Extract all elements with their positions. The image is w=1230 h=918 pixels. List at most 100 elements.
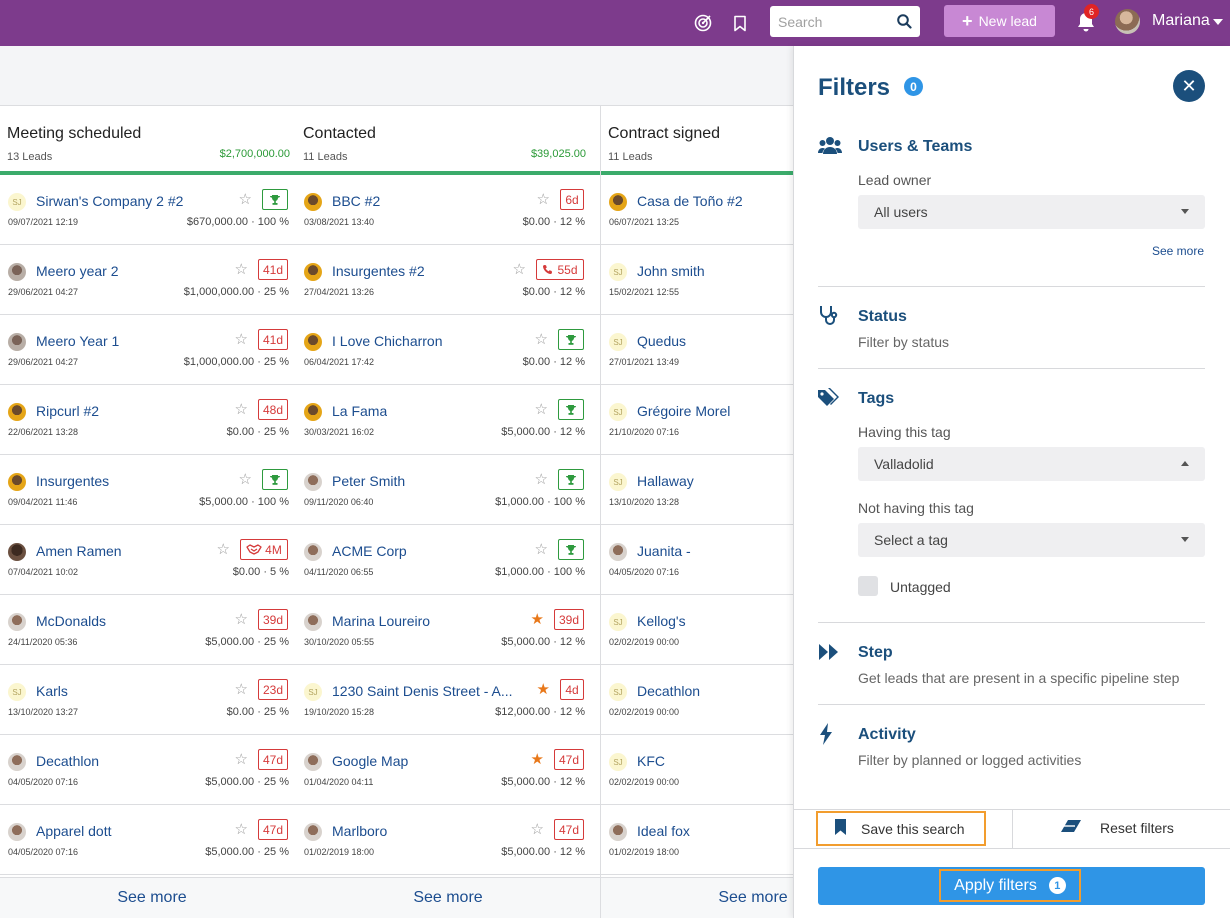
lead-name[interactable]: Marlboro xyxy=(332,823,388,839)
lead-status-tag[interactable] xyxy=(558,469,584,490)
step-section-title[interactable]: Step xyxy=(858,644,893,661)
lead-name[interactable]: ACME Corp xyxy=(332,543,407,559)
lead-card[interactable]: Juanita - 04/05/2020 07:16 xyxy=(601,525,793,595)
lead-card[interactable]: Meero year 2 29/06/2021 04:27 $1,000,000.0… xyxy=(0,245,304,315)
star-icon[interactable]: ☆ xyxy=(234,611,248,628)
not-having-tag-select[interactable]: Select a tag xyxy=(858,523,1205,557)
lead-card[interactable]: Insurgentes #2 27/04/2021 13:26 $0.00 · 12… xyxy=(296,245,600,315)
lead-name[interactable]: Google Map xyxy=(332,753,409,769)
bookmark-icon[interactable] xyxy=(729,12,751,34)
lead-card[interactable]: I Love Chicharron 06/04/2021 17:42 $0.00 ·… xyxy=(296,315,600,385)
lead-card[interactable]: Casa de Toño #2 06/07/2021 13:25 xyxy=(601,175,793,245)
status-section-title[interactable]: Status xyxy=(858,308,907,325)
lead-status-tag[interactable]: 47d xyxy=(554,749,584,770)
lead-name[interactable]: Decathlon xyxy=(36,753,100,769)
see-more-owners-link[interactable]: See more xyxy=(1151,244,1204,258)
lead-card[interactable]: Ripcurl #2 22/06/2021 13:28 $0.00 · 25 % 48… xyxy=(0,385,304,455)
lead-name[interactable]: Kellog's xyxy=(637,613,686,629)
lead-card[interactable]: Decathlon 04/05/2020 07:16 $5,000.00 · 25 … xyxy=(0,735,304,805)
lead-name[interactable]: Amen Ramen xyxy=(36,543,122,559)
user-menu-chevron-down-icon[interactable] xyxy=(1213,19,1223,25)
lead-name[interactable]: Meero year 2 xyxy=(36,263,119,279)
lead-status-tag[interactable]: 55d xyxy=(536,259,584,280)
lead-name[interactable]: Insurgentes xyxy=(36,473,110,489)
lead-status-tag[interactable]: 47d xyxy=(554,819,584,840)
lead-name[interactable]: Quedus xyxy=(637,333,687,349)
lead-card[interactable]: SJ Quedus 27/01/2021 13:49 xyxy=(601,315,793,385)
lead-status-tag[interactable] xyxy=(558,329,584,350)
apply-filters-highlight[interactable]: Apply filters 1 xyxy=(939,869,1081,902)
lead-name[interactable]: Marina Loureiro xyxy=(332,613,431,629)
search-box[interactable] xyxy=(770,6,920,37)
lead-status-tag[interactable] xyxy=(558,539,584,560)
star-icon[interactable]: ☆ xyxy=(534,471,548,488)
lead-card[interactable]: SJ Kellog's 02/02/2019 00:00 xyxy=(601,595,793,665)
star-icon[interactable]: ☆ xyxy=(534,541,548,558)
lead-card[interactable]: SJ Grégoire Morel 21/10/2020 07:16 xyxy=(601,385,793,455)
lead-name[interactable]: 1230 Saint Denis Street - A... xyxy=(332,683,513,699)
lead-status-tag[interactable] xyxy=(262,469,288,490)
lead-card[interactable]: La Fama 30/03/2021 16:02 $5,000.00 · 12 % ☆ xyxy=(296,385,600,455)
lead-card[interactable]: ACME Corp 04/11/2020 06:55 $1,000.00 · 100… xyxy=(296,525,600,595)
search-icon[interactable] xyxy=(897,14,912,34)
star-icon[interactable]: ★ xyxy=(530,751,544,768)
lead-name[interactable]: Casa de Toño #2 xyxy=(637,193,743,209)
lead-status-tag[interactable]: 41d xyxy=(258,259,288,280)
lead-name[interactable]: La Fama xyxy=(332,403,388,419)
star-icon[interactable]: ☆ xyxy=(234,751,248,768)
lead-name[interactable]: Meero Year 1 xyxy=(36,333,120,349)
lead-status-tag[interactable]: 39d xyxy=(258,609,288,630)
lead-status-tag[interactable] xyxy=(262,189,288,210)
star-icon[interactable]: ☆ xyxy=(234,681,248,698)
lead-card[interactable]: Marina Loureiro 30/10/2020 05:55 $5,000.00… xyxy=(296,595,600,665)
lead-name[interactable]: Ideal fox xyxy=(637,823,690,839)
lead-card[interactable]: Peter Smith 09/11/2020 06:40 $1,000.00 · 1… xyxy=(296,455,600,525)
user-avatar[interactable] xyxy=(1115,9,1140,34)
search-input[interactable] xyxy=(770,6,890,37)
lead-name[interactable]: Sirwan's Company 2 #2 xyxy=(36,193,184,209)
star-icon[interactable]: ☆ xyxy=(238,471,252,488)
lead-card[interactable]: Google Map 01/04/2020 04:11 $5,000.00 · 12… xyxy=(296,735,600,805)
lead-card[interactable]: SJ KFC 02/02/2019 00:00 xyxy=(601,735,793,805)
star-icon[interactable]: ☆ xyxy=(216,541,230,558)
star-icon[interactable]: ☆ xyxy=(234,401,248,418)
lead-status-tag[interactable]: 48d xyxy=(258,399,288,420)
lead-card[interactable]: Amen Ramen 07/04/2021 10:02 $0.00 · 5 % 4M ☆ xyxy=(0,525,304,595)
star-icon[interactable]: ☆ xyxy=(536,191,550,208)
lead-status-tag[interactable]: 41d xyxy=(258,329,288,350)
star-icon[interactable]: ☆ xyxy=(234,331,248,348)
lead-status-tag[interactable]: 4M xyxy=(240,539,288,560)
lead-status-tag[interactable]: 4d xyxy=(560,679,584,700)
column-see-more-button[interactable]: See more xyxy=(0,877,304,918)
lead-card[interactable]: Meero Year 1 29/06/2021 04:27 $1,000,000.0… xyxy=(0,315,304,385)
column-see-more-button[interactable]: See more xyxy=(601,877,793,918)
target-icon[interactable] xyxy=(692,12,714,34)
star-icon[interactable]: ☆ xyxy=(234,821,248,838)
having-tag-select[interactable]: Valladolid xyxy=(858,447,1205,481)
lead-name[interactable]: Juanita - xyxy=(637,543,691,559)
star-icon[interactable]: ★ xyxy=(536,681,550,698)
save-search-button[interactable]: Save this search xyxy=(816,811,986,846)
lead-status-tag[interactable]: 47d xyxy=(258,749,288,770)
lead-name[interactable]: Grégoire Morel xyxy=(637,403,731,419)
lead-card[interactable]: Apparel dott 04/05/2020 07:16 $5,000.00 · … xyxy=(0,805,304,875)
reset-filters-button[interactable]: Reset filters xyxy=(1060,819,1174,836)
lead-card[interactable]: SJ Hallaway 13/10/2020 13:28 xyxy=(601,455,793,525)
lead-card[interactable]: Insurgentes 09/04/2021 11:46 $5,000.00 · 1… xyxy=(0,455,304,525)
new-lead-button[interactable]: + New lead xyxy=(944,5,1055,37)
lead-status-tag[interactable]: 47d xyxy=(258,819,288,840)
lead-status-tag[interactable]: 23d xyxy=(258,679,288,700)
user-name[interactable]: Mariana xyxy=(1152,12,1210,29)
lead-card[interactable]: McDonalds 24/11/2020 05:36 $5,000.00 · 25 … xyxy=(0,595,304,665)
lead-name[interactable]: KFC xyxy=(637,753,665,769)
lead-name[interactable]: Hallaway xyxy=(637,473,694,489)
untagged-label[interactable]: Untagged xyxy=(890,579,951,595)
lead-card[interactable]: BBC #2 03/08/2021 13:40 $0.00 · 12 % 6d ☆ xyxy=(296,175,600,245)
untagged-checkbox[interactable] xyxy=(858,576,878,596)
column-see-more-button[interactable]: See more xyxy=(296,877,600,918)
lead-status-tag[interactable]: 6d xyxy=(560,189,584,210)
star-icon[interactable]: ☆ xyxy=(534,401,548,418)
star-icon[interactable]: ★ xyxy=(530,611,544,628)
lead-status-tag[interactable]: 39d xyxy=(554,609,584,630)
lead-name[interactable]: Apparel dott xyxy=(36,823,112,839)
